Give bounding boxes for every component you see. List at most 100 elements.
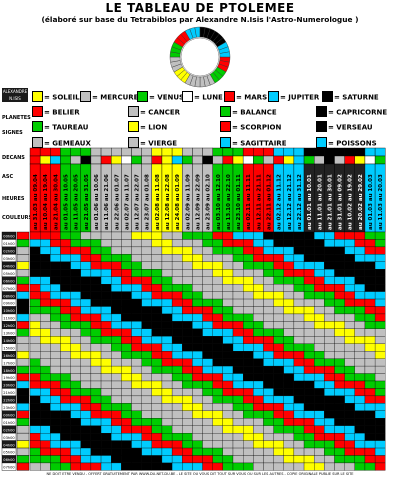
grid-cell xyxy=(29,365,41,374)
grid-cell xyxy=(314,395,325,404)
label-decans: DECANS xyxy=(2,155,25,161)
grid-cell xyxy=(334,328,345,337)
grid-cell xyxy=(50,380,61,389)
grid-cell xyxy=(131,269,142,277)
grid-cell xyxy=(90,403,102,411)
grid-cell xyxy=(283,351,295,359)
grid-cell xyxy=(374,239,386,248)
grid-cell xyxy=(344,351,355,359)
grid-cell xyxy=(60,447,71,456)
grid-cell xyxy=(161,432,173,441)
grid-cell xyxy=(80,261,92,270)
grid-cell xyxy=(314,336,325,344)
grid-cell xyxy=(161,254,173,262)
grid-cell xyxy=(314,328,325,337)
grid-cell xyxy=(334,403,345,411)
grid-cell xyxy=(161,283,173,292)
grid-cell xyxy=(151,351,163,359)
grid-cell xyxy=(151,246,163,255)
grid-cell xyxy=(324,231,335,240)
asc-cell xyxy=(16,380,30,389)
grid-cell xyxy=(212,328,223,337)
sign-swatch xyxy=(220,137,231,148)
grid-cell xyxy=(354,351,366,359)
grid-cell xyxy=(253,306,264,315)
planet-legend-item: = LUNE xyxy=(182,91,223,103)
grid-cell xyxy=(303,403,315,411)
grid-cell xyxy=(182,388,193,397)
date-header-label: au 02.12 au 11.12 xyxy=(277,174,283,230)
grid-cell xyxy=(121,351,132,359)
grid-cell xyxy=(50,328,61,337)
grid-cell xyxy=(263,380,274,389)
hour-label: 22h00 xyxy=(3,399,15,403)
grid-cell xyxy=(324,343,335,352)
grid-cell xyxy=(202,365,213,374)
grid-cell xyxy=(70,246,81,255)
label-signes: SIGNES xyxy=(2,130,23,136)
sign-legend-label: = GEMEAUX xyxy=(44,139,91,148)
grid-cell xyxy=(151,306,163,315)
grid-cell xyxy=(141,231,152,240)
grid-cell xyxy=(100,239,112,248)
sign-legend-label: = VIERGE xyxy=(140,139,178,148)
grid-cell xyxy=(131,283,142,292)
grid-cell xyxy=(151,440,163,449)
grid-cell xyxy=(192,373,203,382)
grid-cell xyxy=(232,276,244,285)
grid-cell xyxy=(273,239,284,248)
grid-cell xyxy=(263,351,274,359)
grid-cell xyxy=(222,246,234,255)
grid-cell xyxy=(314,432,325,441)
asc-cell xyxy=(16,276,30,285)
grid-cell xyxy=(29,380,41,389)
grid-cell xyxy=(364,313,376,322)
planet-swatch xyxy=(32,91,43,102)
grid-cell xyxy=(70,254,81,262)
grid-cell xyxy=(263,425,274,434)
grid-cell xyxy=(334,462,345,471)
grid-cell xyxy=(212,432,223,441)
sign-legend-label: = CANCER xyxy=(140,108,181,117)
grid-cell xyxy=(202,447,213,456)
grid-cell xyxy=(202,231,213,240)
asc-cell xyxy=(16,462,30,471)
hour-label: 01h00 xyxy=(3,242,15,246)
grid-cell xyxy=(242,261,254,270)
grid-cell xyxy=(354,418,366,426)
sign-legend-item: = VERSEAU xyxy=(316,121,373,133)
grid-cell xyxy=(100,298,112,307)
grid-cell xyxy=(303,365,315,374)
grid-cell xyxy=(344,291,355,300)
decan-sign-cell xyxy=(334,147,345,157)
decan-sign-cell xyxy=(60,147,71,157)
grid-cell xyxy=(70,418,81,426)
hour-label: 03h00 xyxy=(3,436,15,440)
asc-cell xyxy=(16,432,30,441)
date-header-label: au 01.01 au 10.01 xyxy=(307,174,313,230)
grid-cell xyxy=(253,328,264,337)
grid-cell xyxy=(354,283,366,292)
grid-cell xyxy=(314,239,325,248)
grid-cell xyxy=(263,403,274,411)
grid-cell xyxy=(131,395,142,404)
grid-cell xyxy=(100,418,112,426)
grid-cell xyxy=(121,306,132,315)
grid-cell xyxy=(80,351,92,359)
grid-cell xyxy=(232,336,244,344)
grid-cell xyxy=(171,410,183,419)
grid-cell xyxy=(212,231,223,240)
grid-cell xyxy=(293,440,305,449)
grid-cell xyxy=(80,306,92,315)
sign-legend-item: = VIERGE xyxy=(128,137,178,149)
grid-cell xyxy=(131,410,142,419)
grid-cell xyxy=(50,298,61,307)
grid-cell xyxy=(212,365,223,374)
grid-cell xyxy=(182,358,193,367)
grid-cell xyxy=(232,343,244,352)
grid-cell xyxy=(192,447,203,456)
grid-cell xyxy=(60,239,71,248)
grid-cell xyxy=(364,358,376,367)
grid-cell xyxy=(111,440,122,449)
grid-cell xyxy=(60,321,71,329)
